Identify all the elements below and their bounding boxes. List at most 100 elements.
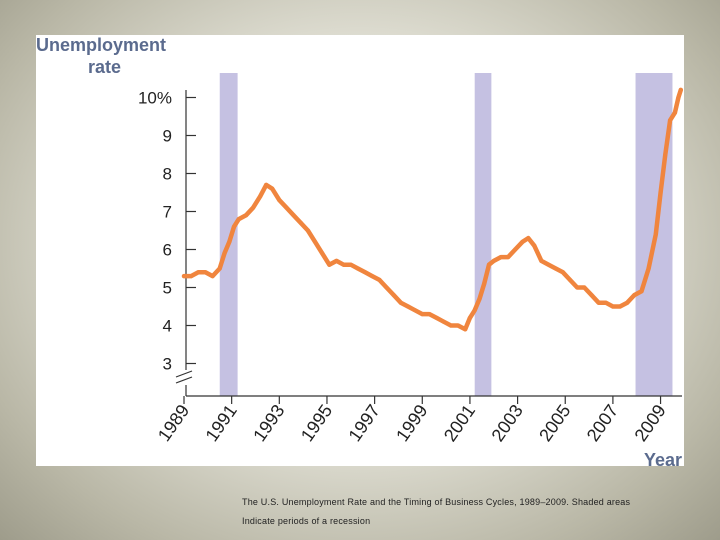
recession-band-2: [474, 73, 492, 396]
data-point: [203, 270, 208, 275]
data-point: [427, 312, 432, 317]
data-point: [413, 308, 418, 313]
x-tick-label: 1989: [154, 401, 193, 445]
data-point: [341, 262, 346, 267]
data-point: [320, 251, 325, 256]
data-point: [646, 266, 651, 271]
y-tick-label: 5: [163, 279, 172, 298]
data-point: [284, 205, 289, 210]
data-point: [370, 274, 375, 279]
data-point: [672, 110, 677, 115]
data-point: [210, 274, 215, 279]
data-point: [491, 258, 496, 263]
data-point: [441, 319, 446, 324]
data-point: [463, 327, 468, 332]
data-point: [298, 220, 303, 225]
data-point: [487, 262, 491, 267]
x-tick-label: 1993: [249, 401, 288, 445]
data-point: [676, 95, 681, 100]
data-point: [513, 247, 518, 252]
y-tick-label: 4: [163, 317, 172, 336]
data-point: [355, 266, 360, 271]
data-point: [277, 198, 282, 203]
y-tick-label: 6: [163, 241, 172, 260]
data-point: [632, 293, 637, 298]
data-point: [391, 293, 396, 298]
data-point: [406, 304, 410, 309]
data-point: [384, 285, 389, 290]
data-point: [498, 255, 503, 260]
data-point: [327, 262, 332, 267]
y-tick-label: 7: [163, 203, 172, 222]
data-point: [398, 300, 403, 305]
data-point: [232, 224, 236, 229]
data-point: [625, 300, 630, 305]
data-point: [596, 300, 601, 305]
data-point: [575, 285, 580, 290]
data-point: [582, 285, 587, 290]
figure-caption-line1: The U.S. Unemployment Rate and the Timin…: [242, 497, 631, 507]
data-point: [568, 277, 572, 282]
y-axis-title-line2: rate: [88, 57, 121, 77]
x-tick-label: 2007: [583, 401, 622, 445]
data-point: [182, 274, 186, 279]
data-point: [448, 323, 453, 328]
data-point: [434, 315, 439, 320]
data-point: [610, 304, 615, 309]
data-point: [678, 87, 683, 92]
x-tick-label: 2009: [630, 401, 669, 445]
data-point: [618, 304, 622, 309]
data-point: [244, 213, 248, 218]
data-point: [189, 274, 194, 279]
data-point: [539, 258, 544, 263]
data-point: [291, 213, 296, 218]
data-point: [532, 243, 537, 248]
data-point: [663, 152, 668, 157]
data-point: [348, 262, 353, 267]
x-tick-label: 1997: [345, 401, 384, 445]
figure-caption-line2: Indicate periods of a recession: [242, 516, 371, 526]
chart-panel: Unemployment rate 10% 9 8 7 6 5 4 3 1989 1991 199…: [36, 35, 684, 466]
data-point: [236, 217, 241, 222]
data-point: [653, 232, 658, 237]
data-point: [313, 239, 318, 244]
data-point: [251, 205, 256, 210]
x-tick-label: 2005: [535, 401, 574, 445]
data-point: [546, 262, 551, 267]
data-point: [589, 293, 594, 298]
y-tick-label: 9: [163, 127, 172, 146]
data-point: [658, 190, 663, 195]
recession-band-1: [219, 73, 238, 396]
unemployment-series-line: [181, 87, 684, 332]
data-point: [472, 308, 477, 313]
x-tick-label: 1991: [202, 401, 241, 445]
y-axis-title-line1: Unemployment: [36, 35, 166, 55]
x-tick-label: 1995: [297, 401, 336, 445]
data-point: [553, 266, 558, 271]
data-point: [560, 270, 565, 275]
data-point: [196, 270, 201, 275]
data-point: [668, 118, 673, 123]
data-point: [456, 323, 460, 328]
x-axis-title: Year: [644, 450, 682, 466]
x-tick-label: 2003: [488, 401, 527, 445]
y-tick-label: 8: [163, 165, 172, 184]
y-tick-label: 3: [163, 355, 172, 374]
y-tick-label: 10%: [138, 89, 172, 108]
data-point: [377, 277, 382, 282]
data-point: [639, 289, 644, 294]
y-axis-break-mark: [175, 376, 193, 384]
x-tick-label: 2001: [440, 401, 479, 445]
y-axis-break-mark: [175, 370, 193, 378]
data-point: [334, 258, 339, 263]
data-point: [270, 186, 275, 191]
data-point: [467, 315, 472, 320]
data-point: [363, 270, 368, 275]
data-point: [258, 194, 263, 199]
data-point: [305, 228, 310, 233]
data-point: [526, 236, 531, 241]
data-point: [222, 251, 227, 256]
data-point: [482, 281, 487, 286]
data-point: [420, 312, 425, 317]
